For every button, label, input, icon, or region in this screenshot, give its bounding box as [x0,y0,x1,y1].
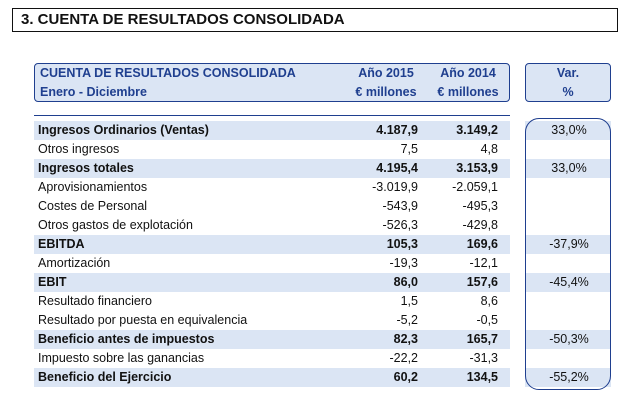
variation-header [525,63,611,102]
row-label: Costes de Personal [38,199,148,213]
row-label: Ingresos totales [38,161,134,175]
value-2014: 134,5 [466,370,498,384]
value-2015: 82,3 [393,332,418,346]
value-variation: 33,0% [551,161,587,175]
table-top-rule [34,115,510,116]
header-2014-year: Año 2014 [440,66,496,80]
table-row: Beneficio antes de impuestos 82,3 165,7 -50… [34,330,611,349]
value-variation: -45,4% [549,275,589,289]
table-row: Beneficio del Ejercicio 60,2 134,5 -55,2% [34,368,611,387]
table-header [34,63,510,102]
header-period: Enero - Diciembre [40,85,147,99]
table-row: Aprovisionamientos -3.019,9 -2.059,1 [34,178,611,197]
row-label: Amortización [38,256,111,270]
header-2014-unit: € millones [437,85,499,99]
value-2014: -31,3 [469,351,499,365]
value-2015: 7,5 [400,142,418,156]
value-2015: 1,5 [400,294,418,308]
value-2015: -526,3 [382,218,418,232]
value-2014: 169,6 [466,237,498,251]
row-label: Ingresos Ordinarios (Ventas) [38,123,209,137]
value-2015: -3.019,9 [372,180,418,194]
variation-header-unit: % [562,85,574,99]
value-2014: 8,6 [480,294,498,308]
value-variation: -55,2% [549,370,589,384]
row-label: Resultado por puesta en equivalencia [38,313,248,327]
value-2014: 165,7 [466,332,498,346]
value-2014: -12,1 [469,256,499,270]
value-2014: -0,5 [476,313,498,327]
header-title: CUENTA DE RESULTADOS CONSOLIDADA [40,66,296,80]
header-2015-year: Año 2015 [358,66,414,80]
table-row: Resultado financiero 1,5 8,6 [34,292,611,311]
row-label: Otros gastos de explotación [38,218,193,232]
row-label: Aprovisionamientos [38,180,148,194]
variation-header-title: Var. [556,66,580,80]
header-2015-unit: € millones [355,85,417,99]
row-label: EBITDA [38,237,85,251]
value-2014: 157,6 [466,275,498,289]
value-2014: 3.153,9 [456,161,498,175]
table-row: EBITDA 105,3 169,6 -37,9% [34,235,611,254]
table-row: Ingresos Ordinarios (Ventas) 4.187,9 3.149… [34,121,611,140]
value-2015: -22,2 [389,351,419,365]
value-2015: -19,3 [389,256,419,270]
value-2015: 86,0 [393,275,418,289]
table-row: EBIT 86,0 157,6 -45,4% [34,273,611,292]
value-variation: -37,9% [549,237,589,251]
row-label: Impuesto sobre las ganancias [38,351,205,365]
value-2014: 3.149,2 [456,123,498,137]
section-title: 3. CUENTA DE RESULTADOS CONSOLIDADA [12,8,618,32]
value-2015: 105,3 [386,237,418,251]
row-label: Beneficio del Ejercicio [38,370,172,384]
value-2015: 4.187,9 [376,123,418,137]
value-2015: -5,2 [396,313,418,327]
table-row: Otros gastos de explotación -526,3 -429,8 [34,216,611,236]
value-variation: 33,0% [551,123,587,137]
row-label: EBIT [38,275,67,289]
value-2015: -543,9 [382,199,418,213]
value-variation: -50,3% [549,332,589,346]
row-label: Otros ingresos [38,142,120,156]
value-2014: -2.059,1 [452,180,498,194]
row-label: Resultado financiero [38,294,152,308]
value-2015: 60,2 [393,370,418,384]
value-2014: -429,8 [462,218,498,232]
value-2015: 4.195,4 [376,161,418,175]
row-label: Beneficio antes de impuestos [38,332,215,346]
value-2014: 4,8 [480,142,498,156]
table-row: Costes de Personal -543,9 -495,3 [34,197,611,216]
table-row: Ingresos totales 4.195,4 3.153,9 33,0% [34,159,611,178]
variation-column-frame [525,118,611,390]
value-2014: -495,3 [462,199,498,213]
